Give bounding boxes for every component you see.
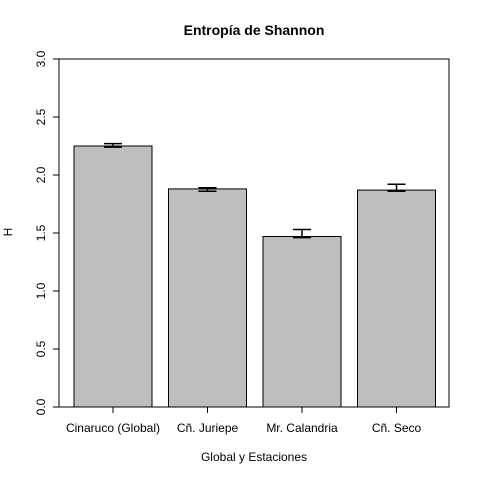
y-axis: 0.0 0.5 1.0 1.5 2.0 2.5 3.0 [34, 50, 60, 415]
y-tick-label: 3.0 [34, 50, 48, 67]
chart-title: Entropía de Shannon [184, 22, 325, 38]
y-tick-label: 0.5 [34, 340, 48, 357]
x-tick-label: Cñ. Seco [372, 421, 422, 435]
y-tick-label: 2.5 [34, 108, 48, 125]
x-axis: Cinaruco (Global) Cñ. Juriepe Mr. Calandri… [66, 407, 422, 435]
y-axis-label: H [1, 228, 15, 237]
y-tick-label: 1.0 [34, 282, 48, 299]
x-tick-label: Mr. Calandria [266, 421, 338, 435]
y-tick-label: 0.0 [34, 398, 48, 415]
error-bars-group [104, 142, 406, 239]
x-tick-label: Cñ. Juriepe [177, 421, 239, 435]
bar [262, 235, 342, 408]
bar [168, 188, 247, 408]
bar [73, 145, 153, 408]
y-tick-label: 1.5 [34, 224, 48, 241]
x-tick-label: Cinaruco (Global) [66, 421, 160, 435]
x-axis-label: Global y Estaciones [201, 450, 307, 464]
y-tick-label: 2.0 [34, 166, 48, 183]
bar [357, 189, 436, 408]
